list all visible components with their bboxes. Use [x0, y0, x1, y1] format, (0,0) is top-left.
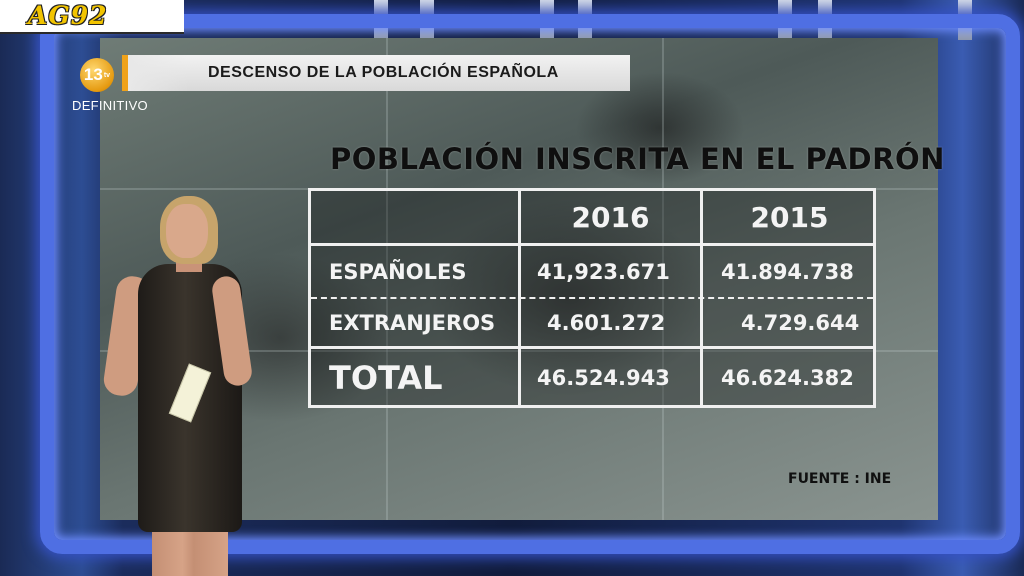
row-label-extranjeros: EXTRANJEROS: [329, 311, 496, 335]
graphic-title: POBLACIÓN INSCRITA EN EL PADRÓN: [330, 142, 945, 176]
panel-seam: [386, 38, 388, 520]
video-wall-frame: [40, 14, 1020, 554]
cell-extranjeros-2015: 4.729.644: [741, 311, 860, 335]
channel-logo: 13 tv: [80, 58, 114, 92]
watermark-text: AG92: [28, 1, 108, 30]
channel-logo-number: 13: [83, 65, 103, 84]
cell-total-2015: 46.624.382: [721, 366, 854, 390]
presenter-face: [166, 204, 208, 258]
cell-extranjeros-2016: 4.601.272: [547, 311, 666, 335]
source-label: FUENTE : INE: [788, 471, 892, 487]
cell-total-2016: 46.524.943: [537, 366, 670, 390]
presenter: [100, 190, 254, 576]
cell-espanoles-2015: 41.894.738: [721, 260, 854, 284]
population-table: 2016 2015 ESPAÑOLES 41,923.671 41.894.73…: [308, 188, 876, 408]
watermark: AG92: [0, 0, 184, 34]
presenter-legs: [152, 528, 228, 576]
table-divider: [311, 346, 873, 349]
headline-text: DESCENSO DE LA POBLACIÓN ESPAÑOLA: [208, 64, 559, 81]
cell-espanoles-2016: 41,923.671: [537, 260, 670, 284]
panel-seam: [662, 38, 664, 520]
channel-logo-suffix: tv: [103, 71, 111, 79]
broadcast-status-label: DEFINITIVO: [72, 98, 148, 113]
column-header-2015: 2015: [750, 200, 829, 234]
row-label-total: TOTAL: [329, 359, 443, 397]
table-dashed-divider: [311, 297, 873, 299]
row-label-espanoles: ESPAÑOLES: [329, 260, 467, 284]
table-divider: [311, 243, 873, 246]
column-header-2016: 2016: [571, 200, 650, 234]
headline-bar: DESCENSO DE LA POBLACIÓN ESPAÑOLA: [122, 55, 630, 91]
